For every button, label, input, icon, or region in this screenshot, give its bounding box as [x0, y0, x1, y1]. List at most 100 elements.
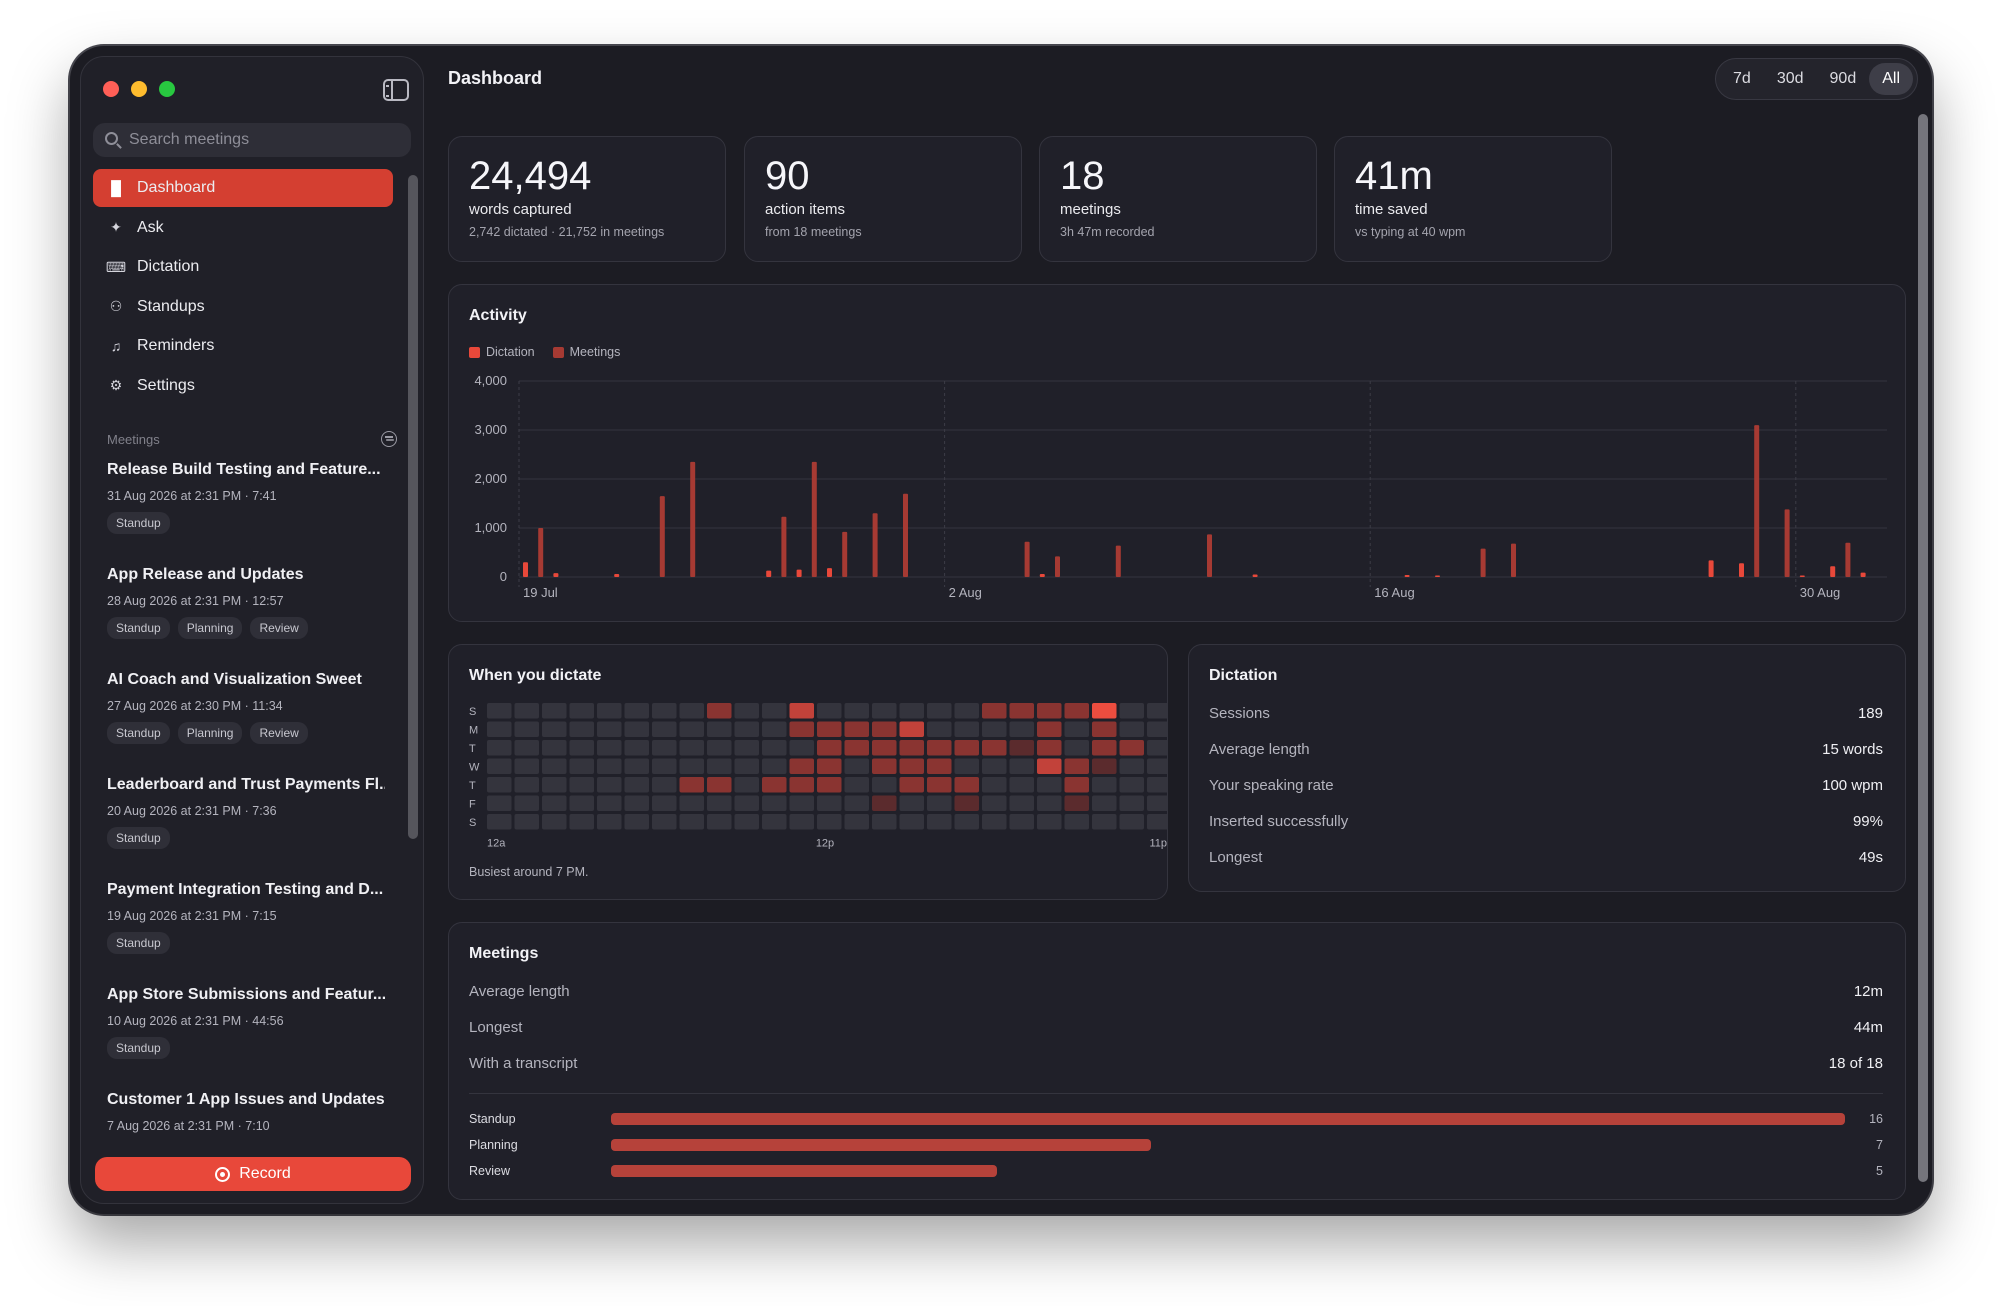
heatmap-cell[interactable]	[514, 814, 540, 830]
heatmap-cell[interactable]	[542, 795, 567, 812]
heatmap-cell[interactable]	[707, 758, 732, 775]
range-7d-button[interactable]: 7d	[1733, 70, 1751, 87]
meetings-bar[interactable]	[1754, 425, 1760, 577]
heatmap-cell[interactable]	[762, 703, 787, 719]
heatmap-cell[interactable]	[542, 777, 567, 793]
heatmap-cell[interactable]	[954, 740, 980, 756]
heatmap-cell[interactable]	[817, 721, 842, 738]
search-input[interactable]: Search meetings	[93, 123, 411, 157]
sidebar-item-settings[interactable]: ⚙ Settings	[93, 367, 393, 405]
heatmap-cell[interactable]	[844, 703, 870, 719]
sidebar-item-dashboard[interactable]: ▐▌ Dashboard	[93, 169, 393, 207]
heatmap-cell[interactable]	[487, 758, 512, 775]
dictation-bar[interactable]	[1039, 574, 1045, 577]
heatmap-cell[interactable]	[542, 703, 567, 719]
heatmap-cell[interactable]	[954, 777, 980, 793]
heatmap-cell[interactable]	[872, 814, 897, 830]
meetings-bar[interactable]	[538, 528, 544, 577]
dictation-bar[interactable]	[553, 573, 559, 577]
dictation-bar[interactable]	[614, 574, 620, 577]
heatmap-cell[interactable]	[927, 703, 952, 719]
heatmap-cell[interactable]	[1147, 795, 1167, 812]
range-90d-button[interactable]: 90d	[1829, 70, 1857, 87]
meeting-list-item[interactable]: Leaderboard and Trust Payments Fl... 20 …	[81, 776, 411, 881]
heatmap-cell[interactable]	[844, 721, 870, 738]
heatmap-cell[interactable]	[982, 777, 1007, 793]
heatmap-cell[interactable]	[597, 758, 622, 775]
heatmap-cell[interactable]	[1147, 703, 1167, 719]
heatmap-cell[interactable]	[1119, 777, 1145, 793]
heatmap-cell[interactable]	[487, 777, 512, 793]
heatmap-cell[interactable]	[734, 777, 760, 793]
sidebar-scrollbar[interactable]	[408, 175, 418, 839]
dictation-bar[interactable]	[827, 568, 832, 577]
heatmap-cell[interactable]	[1009, 703, 1035, 719]
heatmap-cell[interactable]	[982, 740, 1007, 756]
heatmap-cell[interactable]	[624, 758, 650, 775]
heatmap-cell[interactable]	[872, 721, 897, 738]
meetings-bar[interactable]	[1115, 545, 1121, 577]
heatmap-cell[interactable]	[982, 814, 1007, 830]
meeting-list-item[interactable]: Payment Integration Testing and D... 19 …	[81, 881, 411, 986]
heatmap-cell[interactable]	[1119, 721, 1145, 738]
heatmap-cell[interactable]	[1092, 795, 1117, 812]
heatmap-cell[interactable]	[844, 740, 870, 756]
dictation-bar[interactable]	[1252, 574, 1258, 577]
heatmap-cell[interactable]	[487, 795, 512, 812]
heatmap-cell[interactable]	[844, 795, 870, 812]
heatmap-cell[interactable]	[652, 814, 677, 830]
heatmap-cell[interactable]	[1147, 740, 1167, 756]
heatmap-cell[interactable]	[514, 777, 540, 793]
heatmap-cell[interactable]	[762, 758, 787, 775]
heatmap-cell[interactable]	[679, 777, 705, 793]
zoom-window-button[interactable]	[159, 81, 175, 97]
heatmap-cell[interactable]	[1147, 814, 1167, 830]
heatmap-cell[interactable]	[624, 703, 650, 719]
heatmap-cell[interactable]	[762, 777, 787, 793]
heatmap-cell[interactable]	[927, 814, 952, 830]
heatmap-cell[interactable]	[624, 740, 650, 756]
heatmap-cell[interactable]	[844, 814, 870, 830]
heatmap-cell[interactable]	[762, 740, 787, 756]
heatmap-cell[interactable]	[954, 795, 980, 812]
heatmap-cell[interactable]	[1009, 814, 1035, 830]
heatmap-cell[interactable]	[734, 740, 760, 756]
dictation-bar[interactable]	[1830, 566, 1836, 577]
meetings-bar[interactable]	[1845, 542, 1851, 577]
dictation-bar[interactable]	[766, 570, 772, 577]
heatmap-cell[interactable]	[872, 777, 897, 793]
heatmap-cell[interactable]	[1119, 795, 1145, 812]
range-30d-button[interactable]: 30d	[1776, 70, 1804, 87]
meeting-list-item[interactable]: Release Build Testing and Feature... 31 …	[81, 461, 411, 566]
heatmap-cell[interactable]	[514, 721, 540, 738]
heatmap-cell[interactable]	[487, 721, 512, 738]
heatmap-cell[interactable]	[817, 814, 842, 830]
heatmap-cell[interactable]	[954, 703, 980, 719]
heatmap-cell[interactable]	[789, 777, 815, 793]
meetings-bar[interactable]	[1784, 509, 1790, 577]
meetings-bar[interactable]	[659, 496, 665, 577]
heatmap-cell[interactable]	[817, 758, 842, 775]
meetings-bar[interactable]	[842, 531, 848, 577]
heatmap-cell[interactable]	[1064, 795, 1090, 812]
heatmap-cell[interactable]	[679, 795, 705, 812]
heatmap-cell[interactable]	[899, 721, 925, 738]
sidebar-item-ask[interactable]: ✦ Ask	[93, 209, 393, 247]
heatmap-cell[interactable]	[1009, 721, 1035, 738]
heatmap-cell[interactable]	[872, 758, 897, 775]
heatmap-cell[interactable]	[707, 777, 732, 793]
heatmap-cell[interactable]	[679, 721, 705, 738]
heatmap-cell[interactable]	[624, 777, 650, 793]
meeting-list-item[interactable]: App Release and Updates 28 Aug 2026 at 2…	[81, 566, 411, 671]
heatmap-cell[interactable]	[1119, 758, 1145, 775]
meetings-bar[interactable]	[872, 513, 878, 577]
heatmap-cell[interactable]	[1147, 758, 1167, 775]
heatmap-cell[interactable]	[817, 740, 842, 756]
heatmap-cell[interactable]	[1147, 721, 1167, 738]
heatmap-cell[interactable]	[1037, 814, 1062, 830]
meeting-list-item[interactable]: AI Coach and Visualization Sweet 27 Aug …	[81, 671, 411, 776]
heatmap-cell[interactable]	[1037, 758, 1062, 775]
sidebar-item-standups[interactable]: ⚇ Standups	[93, 288, 393, 326]
heatmap-cell[interactable]	[652, 795, 677, 812]
heatmap-cell[interactable]	[487, 814, 512, 830]
